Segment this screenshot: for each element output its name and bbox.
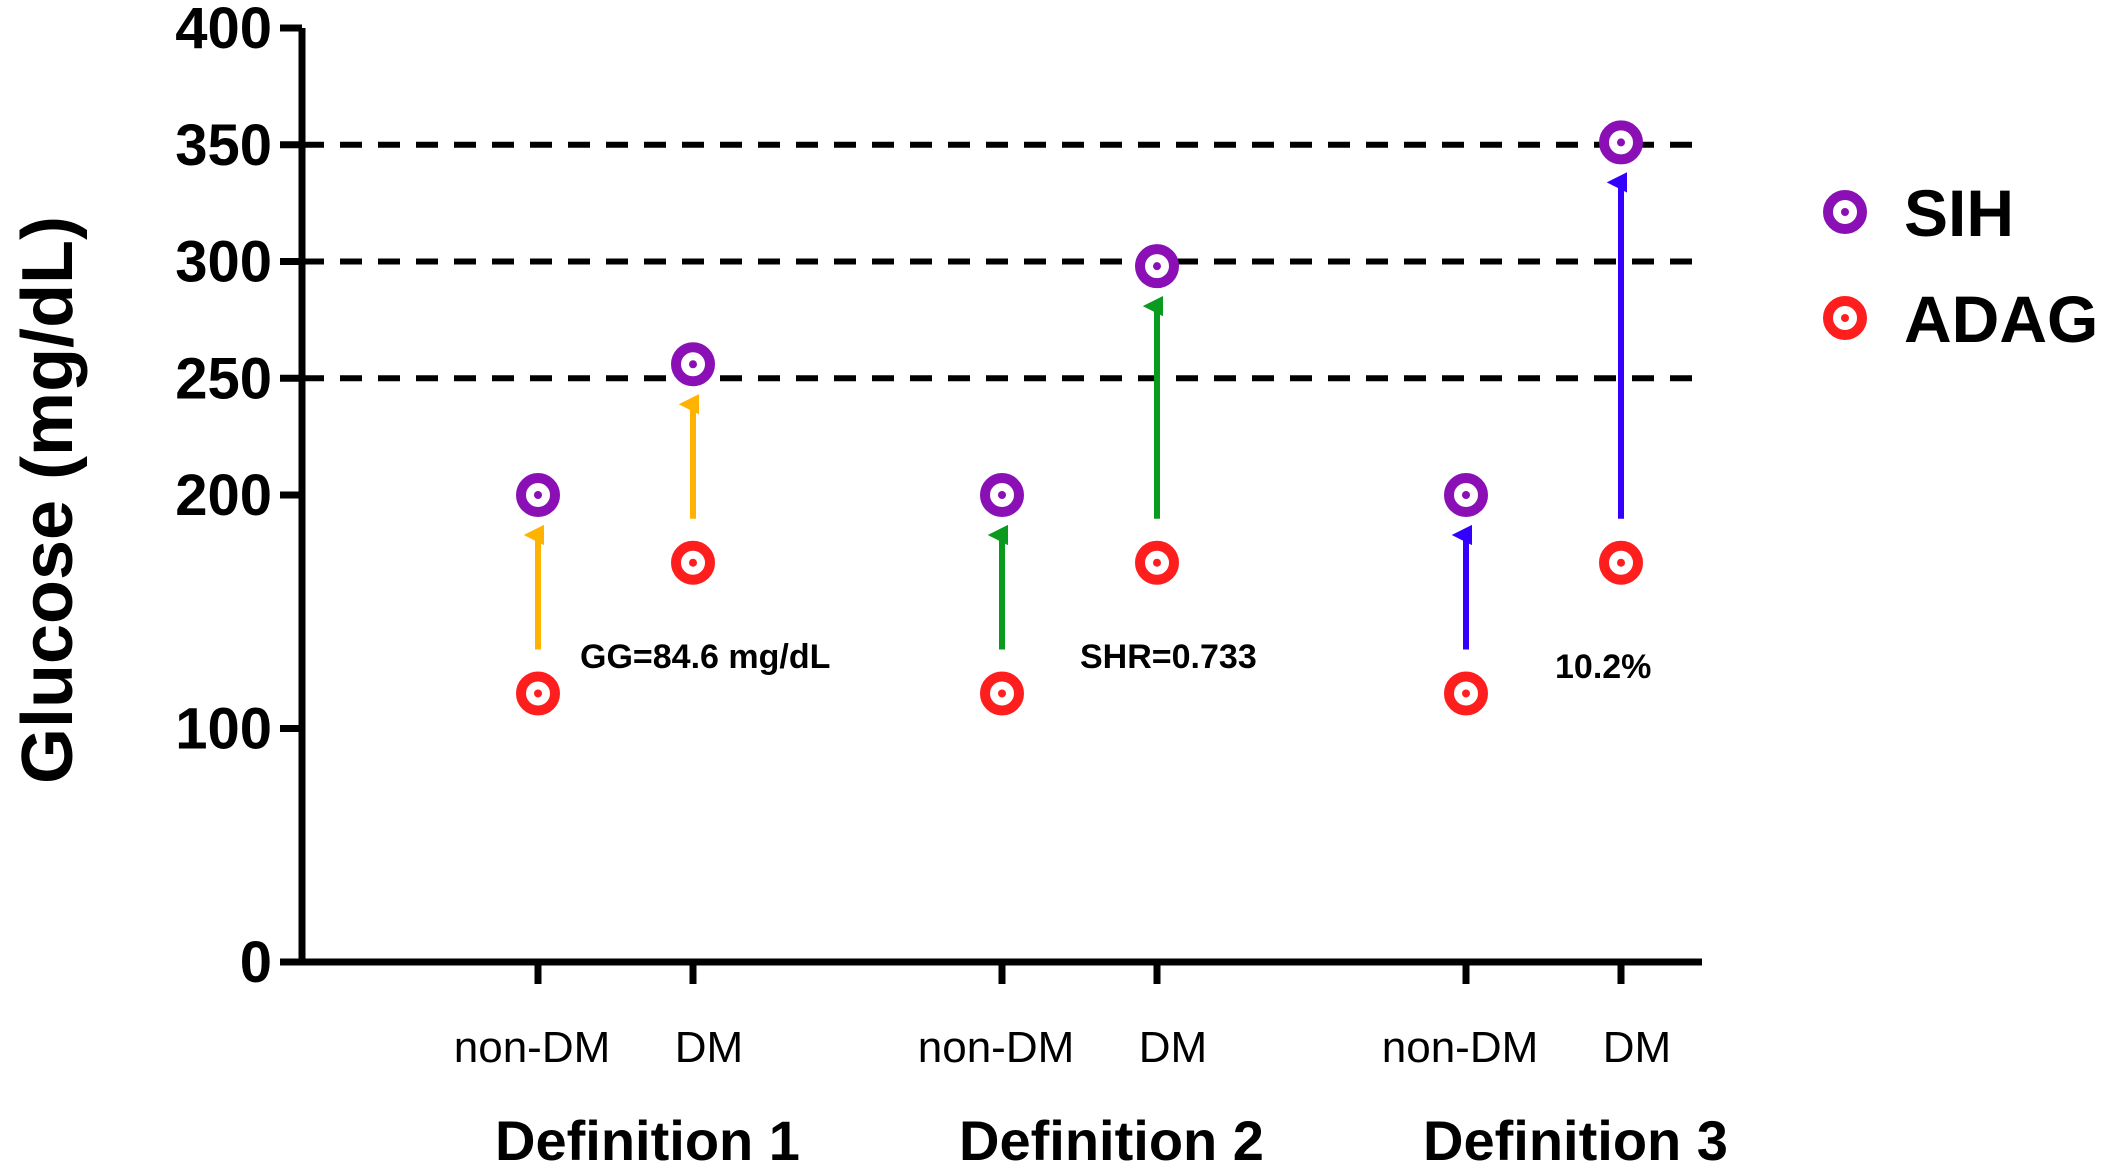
annotation-def3: 10.2% [1555, 648, 1651, 686]
category-label-def1-dm: DM [675, 1023, 743, 1072]
group-label-3: Definition 3 [1423, 1109, 1728, 1172]
y-tick-label-100: 100 [175, 697, 272, 762]
point-adag-center-def3-non-dm [1462, 689, 1470, 698]
y-tick-label-400: 400 [175, 0, 272, 61]
y-tick-label-200: 200 [175, 463, 272, 528]
category-label-def3-dm: DM [1603, 1023, 1671, 1072]
legend-marker-center-sih [1841, 208, 1849, 216]
point-adag-center-def2-dm [1153, 558, 1161, 567]
point-adag-center-def1-non-dm [534, 689, 542, 698]
point-adag-center-def1-dm [689, 558, 697, 567]
y-tick-label-250: 250 [175, 346, 272, 411]
legend-label-adag: ADAG [1904, 282, 2098, 356]
point-adag-center-def3-dm [1617, 558, 1625, 567]
group-label-1: Definition 1 [495, 1109, 800, 1172]
y-tick-label-300: 300 [175, 230, 272, 295]
y-tick-label-0: 0 [240, 930, 272, 995]
point-adag-center-def2-non-dm [998, 689, 1006, 698]
category-label-def2-dm: DM [1139, 1023, 1207, 1072]
point-sih-center-def3-non-dm [1462, 491, 1470, 499]
legend-label-sih: SIH [1904, 176, 2014, 250]
y-axis-label: Glucose (mg/dL) [8, 216, 88, 784]
category-label-def1-non-dm: non-DM [454, 1023, 611, 1072]
point-sih-center-def2-dm [1153, 262, 1161, 271]
group-label-2: Definition 2 [959, 1109, 1264, 1172]
legend-marker-center-adag [1841, 314, 1849, 322]
category-label-def2-non-dm: non-DM [918, 1023, 1075, 1072]
point-sih-center-def1-dm [689, 360, 697, 369]
point-sih-center-def2-non-dm [998, 491, 1006, 499]
annotation-def2: SHR=0.733 [1080, 638, 1257, 676]
y-tick-label-350: 350 [175, 113, 272, 178]
annotation-def1: GG=84.6 mg/dL [580, 638, 830, 676]
category-label-def3-non-dm: non-DM [1382, 1023, 1539, 1072]
point-sih-center-def1-non-dm [534, 491, 542, 499]
point-sih-center-def3-dm [1617, 138, 1625, 147]
